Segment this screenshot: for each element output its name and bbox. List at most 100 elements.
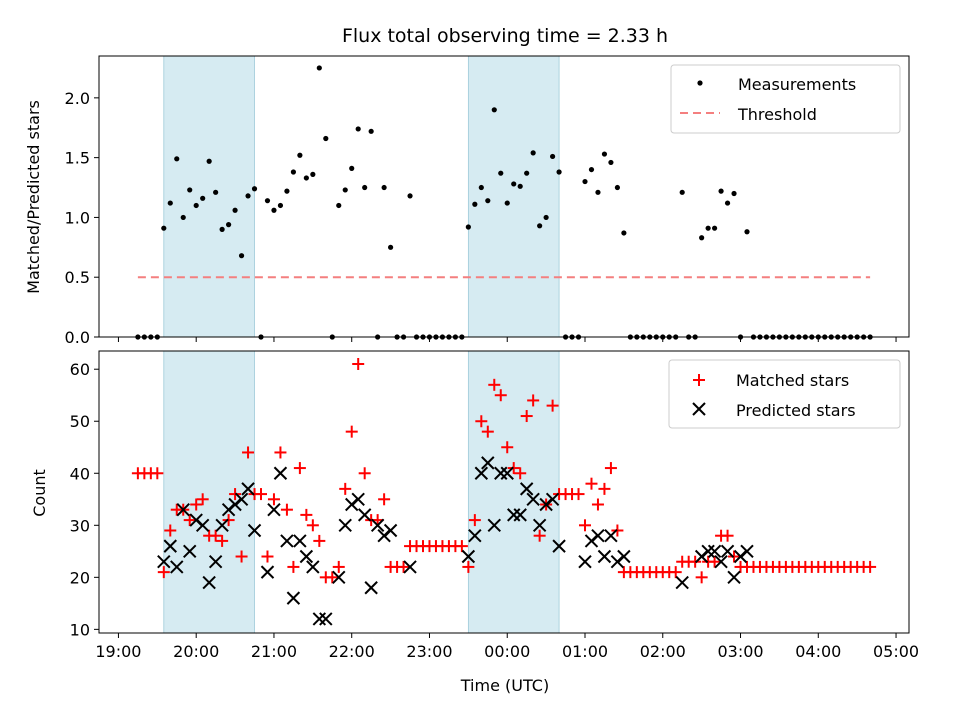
matched-star-point (293, 462, 306, 475)
predicted-star-point (507, 508, 521, 522)
measurement-point (550, 153, 556, 160)
matched-star-point (520, 410, 533, 423)
measurement-point (226, 222, 232, 228)
top-axes: 0.0 0.5 1.0 1.5 2.0 (65, 89, 897, 347)
matched-star-point (358, 467, 371, 480)
predicted-star-point (293, 534, 307, 548)
bottom-y-tick-label: 30 (70, 516, 90, 535)
measurement-point (537, 223, 543, 229)
measurement-point (336, 202, 342, 209)
matched-star-point (598, 482, 611, 495)
top-y-tick-label: 0.0 (65, 328, 90, 347)
x-tick-label: 20:00 (173, 642, 219, 661)
bottom-y-axis-label: Count (30, 469, 49, 517)
measurement-point (621, 230, 627, 236)
x-tick-label: 04:00 (795, 642, 841, 661)
matched-star-point (157, 566, 170, 579)
measurement-point (238, 253, 245, 259)
predicted-star-point (720, 544, 735, 559)
predicted-star-point (208, 555, 223, 569)
top-y-tick-label: 1.5 (65, 149, 90, 168)
matched-star-point (164, 524, 177, 537)
predicted-star-point (714, 555, 728, 569)
measurement-point (368, 128, 374, 134)
predicted-star-point (273, 466, 288, 480)
matched-star-point (462, 560, 475, 573)
predicted-star-point (157, 555, 171, 569)
top-plot-frame (98, 55, 910, 338)
measurement-point (705, 225, 711, 231)
matched-star-point (527, 394, 540, 407)
top-y-tick-label: 2.0 (65, 89, 90, 108)
predicted-star-point (727, 570, 741, 585)
matched-star-point (585, 477, 598, 490)
predicted-star-point (312, 612, 327, 626)
measurement-point (200, 195, 206, 201)
measurement-point (180, 214, 186, 221)
predicted-star-point (247, 523, 262, 538)
predicted-star-point (487, 518, 501, 533)
x-tick-label: 22:00 (329, 642, 375, 661)
matched-star-point (190, 498, 203, 511)
measurement-point (271, 207, 277, 213)
x-tick-label: 01:00 (562, 642, 608, 661)
predicted-star-point (319, 612, 333, 626)
predicted-star-point (183, 544, 197, 559)
predicted-star-point (176, 502, 190, 517)
predicted-star-point (578, 555, 592, 569)
bottom-y-tick-label: 10 (70, 620, 90, 639)
bottom-legend: Matched stars Predicted stars (668, 359, 901, 429)
predicted-star-point (461, 549, 476, 564)
measurement-point (245, 193, 251, 199)
bottom-plot-frame (98, 350, 910, 634)
predicted-star-point (617, 549, 631, 564)
matched-star-point (274, 446, 287, 459)
measurement-point (543, 214, 549, 221)
predicted-star-point (591, 528, 605, 543)
measurement-point (504, 200, 510, 206)
matched-star-point (468, 514, 481, 527)
predicted-star-point (234, 492, 249, 506)
predicted-star-point (241, 482, 255, 496)
matched-star-point (255, 488, 267, 501)
measurement-point (251, 186, 258, 192)
predicted-star-point (545, 492, 560, 506)
measurement-point (161, 225, 167, 231)
legend-predicted-label: Predicted stars (736, 401, 856, 420)
measurement-point (731, 190, 737, 197)
top-legend: Measurements Threshold (670, 64, 901, 134)
predicted-star-point (403, 560, 417, 574)
matched-star-point (151, 467, 164, 480)
matched-star-point (579, 519, 591, 532)
predicted-star-point (351, 492, 365, 506)
measurement-point (744, 229, 750, 235)
matched-star-point (345, 425, 358, 438)
measurement-point (718, 188, 724, 194)
predicted-star-point (195, 518, 210, 533)
measurement-point (588, 166, 595, 173)
measurement-point (290, 169, 296, 175)
matched-star-point (183, 514, 196, 527)
x-tick-label: 05:00 (873, 642, 919, 661)
predicted-star-point (338, 518, 352, 533)
top-y-axis-label: Matched/Predicted stars (24, 100, 43, 294)
matched-star-point (455, 540, 468, 553)
measurement-point (485, 198, 491, 204)
matched-star-point (267, 493, 280, 506)
matched-star-point (339, 482, 352, 495)
measurement-point (614, 184, 621, 191)
bottom-shaded-interval (467, 350, 560, 634)
measurement-point (511, 181, 517, 187)
predicted-star-point (383, 523, 398, 538)
measurement-point (355, 126, 361, 132)
legend-predicted-marker (692, 402, 706, 416)
x-tick-label: 19:00 (95, 642, 141, 661)
matched-star-point (242, 446, 255, 459)
measurement-point (679, 189, 685, 195)
bottom-data-marks (131, 358, 877, 626)
predicted-star-point (519, 482, 534, 496)
matched-star-point (313, 534, 326, 547)
measurement-point (595, 189, 601, 195)
measurement-point (524, 170, 530, 176)
matched-star-point (352, 358, 365, 371)
